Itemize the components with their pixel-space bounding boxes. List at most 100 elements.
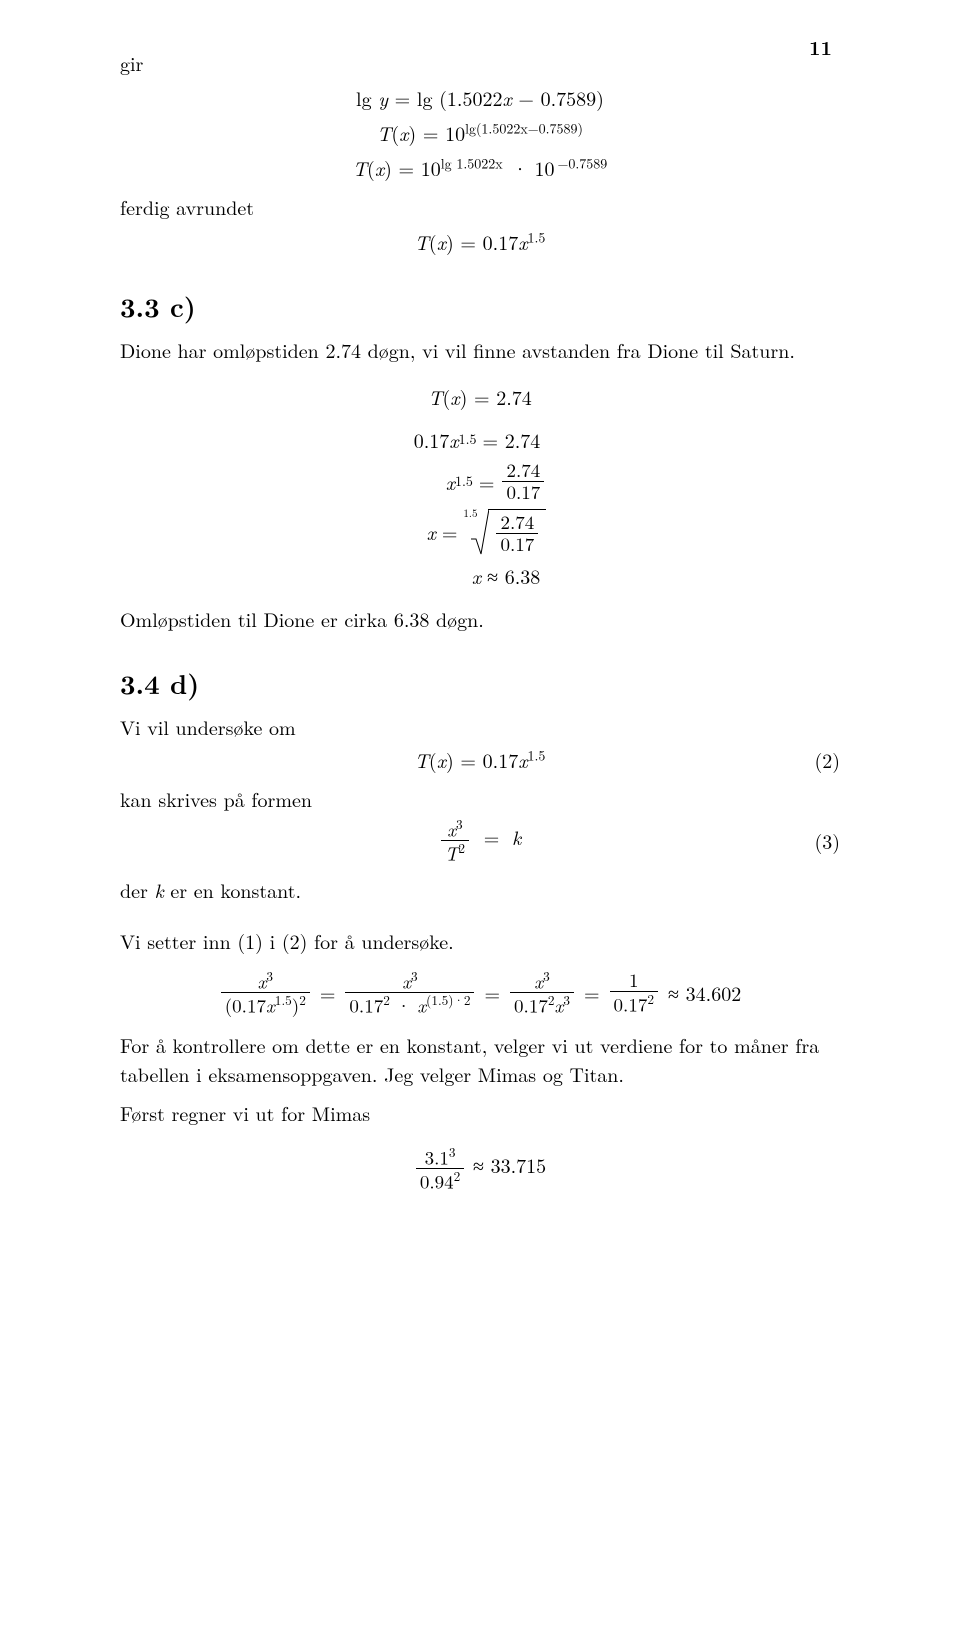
var-x: x xyxy=(375,153,384,182)
paragraph: For å kontrollere om dette er en konstan… xyxy=(120,1030,840,1088)
paragraph: der k er en konstant. xyxy=(120,875,840,904)
radical-icon xyxy=(471,509,489,555)
paragraph: Vi vil undersøke om xyxy=(120,712,840,741)
text: ) = 2.74 xyxy=(460,382,532,411)
numerator: x3 xyxy=(530,969,553,992)
eq-mid-2: 0.17x1.5 = 2.74 xyxy=(414,425,547,454)
fraction: x3 0.172x3 xyxy=(510,969,574,1016)
equation-label: (3) xyxy=(814,826,840,855)
fraction: 3.13 0.942 xyxy=(416,1145,464,1192)
var-T: T xyxy=(377,118,391,147)
text: ( xyxy=(429,745,437,774)
numerator: x3 xyxy=(254,969,277,992)
section-3-3-c: 3.3 c) xyxy=(120,286,840,325)
text: ≈ 34.602 xyxy=(668,978,741,1007)
var-T: T xyxy=(415,227,429,256)
exponent: 1.5 xyxy=(275,990,292,1009)
var-x: x xyxy=(447,815,456,842)
eq-top-4: T(x) = 0.17x1.5 xyxy=(120,227,840,256)
var-x: x xyxy=(417,991,426,1018)
var-T: T xyxy=(445,840,459,867)
exponent: 3 xyxy=(563,990,570,1009)
exponent: 2 xyxy=(299,990,306,1009)
text: ) = 10 xyxy=(384,153,441,182)
text: = xyxy=(484,978,500,1007)
root: 1.5 2.74 0.17 xyxy=(463,509,546,555)
text: ≈ 6.38 xyxy=(481,561,546,590)
equation-label: (2) xyxy=(814,745,840,774)
eq-labeled-3: x3 T2 = k (3) xyxy=(120,817,840,864)
section-3-4-d: 3.4 d) xyxy=(120,663,840,702)
text: = xyxy=(584,978,600,1007)
fraction: 2.74 0.17 xyxy=(496,512,538,555)
var-x: x xyxy=(472,561,481,590)
exponent: lg(1.5022x−0.7589) xyxy=(465,118,583,138)
text: 0.17 xyxy=(514,991,548,1018)
var-x: x xyxy=(518,227,527,256)
eq-tail: 3.13 0.942 ≈ 33.715 xyxy=(120,1145,840,1192)
text: = lg (1.5022 xyxy=(388,83,502,112)
fraction: x3 T2 xyxy=(441,817,469,864)
var-y: y xyxy=(378,83,388,112)
eq-labeled-2: T(x) = 0.17x1.5 (2) xyxy=(120,745,840,774)
paragraph: Vi setter inn (1) i (2) for å undersøke. xyxy=(120,926,840,955)
denominator: 0.942 xyxy=(416,1168,464,1192)
page-number: 11 xyxy=(809,32,832,61)
text: ) = 0.17 xyxy=(446,227,518,256)
lead-ferdig: ferdig avrundet xyxy=(120,192,840,221)
exponent: 3 xyxy=(449,1142,456,1161)
eq-mid-5: x ≈ 6.38 xyxy=(472,561,546,590)
eq-top-2: T(x) = 10lg(1.5022x−0.7589) xyxy=(120,118,840,147)
exponent: 1.5 xyxy=(528,745,546,765)
fraction: x3 0.172 · x(1.5)·2 xyxy=(345,969,474,1016)
denominator: 0.17 xyxy=(496,533,538,555)
text: · 10 xyxy=(503,153,558,182)
text: er en konstant. xyxy=(164,875,301,904)
fraction: 1 0.172 xyxy=(610,970,658,1015)
eq-top-3: T(x) = 10lg 1.5022x · 10−0.7589 xyxy=(120,153,840,182)
var-k: k xyxy=(512,822,521,851)
numerator: x3 xyxy=(398,969,421,992)
text: lg xyxy=(356,83,378,112)
eq-top-1: lg y = lg (1.5022x − 0.7589) xyxy=(120,83,840,112)
var-x: x xyxy=(534,967,543,994)
text: ( xyxy=(429,227,437,256)
var-T: T xyxy=(415,745,429,774)
exponent: 1.5 xyxy=(455,471,473,491)
denominator: 0.17 xyxy=(502,481,544,503)
numerator: 1 xyxy=(625,970,643,991)
denominator: (0.17x1.5)2 xyxy=(221,992,310,1016)
text: 0.17 xyxy=(614,990,648,1017)
eq-mid-block: 0.17x1.5 = 2.74 x1.5 = 2.74 0.17 x = 1.5 xyxy=(120,425,840,590)
var-x: x xyxy=(402,967,411,994)
text: − 0.7589) xyxy=(512,83,604,112)
text: der xyxy=(120,875,155,904)
exponent: 2 xyxy=(458,838,465,857)
text: = xyxy=(436,517,464,546)
text: ( xyxy=(391,118,399,147)
exponent: 1.5 xyxy=(459,429,477,449)
var-x: x xyxy=(437,745,446,774)
exponent: 2 xyxy=(548,990,555,1009)
text: = xyxy=(320,978,336,1007)
paragraph: Dione har omløpstiden 2.74 døgn, vi vil … xyxy=(120,335,840,364)
var-x: x xyxy=(502,83,511,112)
text: 0.17 xyxy=(414,425,450,454)
fraction: 2.74 0.17 xyxy=(502,460,544,503)
exponent: lg 1.5022x xyxy=(441,153,503,173)
eq-mid-4: x = 1.5 2.74 0.17 xyxy=(427,509,547,555)
var-x: x xyxy=(437,227,446,256)
lead-gir: gir xyxy=(120,48,840,77)
var-T: T xyxy=(428,382,442,411)
text: (0.17 xyxy=(225,991,266,1018)
var-x: x xyxy=(449,425,458,454)
var-x: x xyxy=(518,745,527,774)
exponent: 2 xyxy=(647,989,654,1008)
var-x: x xyxy=(446,467,455,496)
eq-mid-3: x1.5 = 2.74 0.17 xyxy=(446,460,547,503)
paragraph: kan skrives på formen xyxy=(120,784,840,813)
var-x: x xyxy=(555,991,564,1018)
paragraph: Først regner vi ut for Mimas xyxy=(120,1098,840,1127)
exponent: −0.7589 xyxy=(558,153,608,173)
denominator: T2 xyxy=(441,840,469,864)
